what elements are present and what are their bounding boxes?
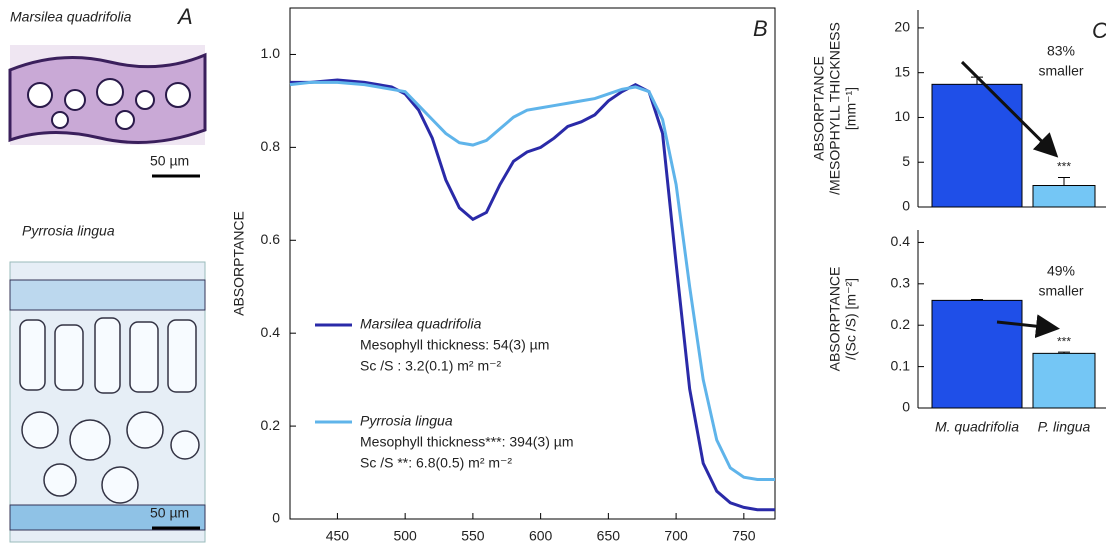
y-tick-label: 5 xyxy=(902,153,910,169)
annotation: *** xyxy=(1057,334,1071,348)
y-tick-label: 0.3 xyxy=(891,275,911,291)
y-axis-label: ABSORPTANCE xyxy=(827,267,843,372)
y-tick-label: 0.4 xyxy=(891,233,911,249)
line xyxy=(290,78,775,512)
y-tick-label: 0 xyxy=(902,198,910,214)
y-tick-label: 20 xyxy=(894,19,910,35)
x-tick-label: 450 xyxy=(326,528,350,544)
scale-label: 50 µm xyxy=(150,153,189,169)
panel-a: Marsilea quadrifolia A 50 µm Pyrrosia li… xyxy=(8,4,207,543)
x-tick-label: 700 xyxy=(664,528,688,544)
annotation: 83% xyxy=(1047,43,1075,59)
y-tick-label: 0.6 xyxy=(261,231,281,247)
error-bar xyxy=(971,299,983,301)
bar xyxy=(1032,185,1096,208)
tissue xyxy=(9,279,206,311)
y-tick-label: 0.4 xyxy=(261,324,281,340)
y-tick-label: 0.8 xyxy=(261,138,281,154)
panel-letter: C xyxy=(1092,18,1106,43)
legend-detail: Mesophyll thickness: 54(3) µm xyxy=(360,337,549,353)
annotation: smaller xyxy=(1038,283,1083,299)
panel-letter: A xyxy=(176,4,193,29)
x-tick-label: P. lingua xyxy=(1038,419,1091,435)
y-tick-label: 0 xyxy=(902,399,910,415)
y-tick-label: 0.1 xyxy=(891,357,911,373)
x-tick-label: 500 xyxy=(393,528,417,544)
scale-label: 50 µm xyxy=(150,505,189,521)
bar xyxy=(931,299,1023,409)
x-tick-label: 600 xyxy=(529,528,553,544)
error-bar xyxy=(1058,351,1070,354)
y-axis-label: /MESOPHYLL THICKNESS xyxy=(827,22,843,195)
tissue xyxy=(9,504,206,531)
y-tick-label: 0 xyxy=(272,510,280,526)
annotation: smaller xyxy=(1038,63,1083,79)
error-bar xyxy=(1058,176,1070,186)
annotation: 49% xyxy=(1047,263,1075,279)
x-tick-label: 750 xyxy=(732,528,756,544)
legend-detail: Sc /S : 3.2(0.1) m² m⁻² xyxy=(360,358,502,374)
x-tick-label: 550 xyxy=(461,528,485,544)
plot-frame xyxy=(289,7,776,520)
arrow xyxy=(996,314,1060,339)
bar xyxy=(1032,352,1096,409)
legend-label: Pyrrosia lingua xyxy=(360,413,453,429)
annotation: *** xyxy=(1057,160,1071,174)
line xyxy=(289,80,775,482)
x-tick-label: 650 xyxy=(597,528,621,544)
y-tick-label: 10 xyxy=(894,108,910,124)
y-tick-label: 0.2 xyxy=(261,417,281,433)
bar xyxy=(931,83,1023,208)
legend-label: Marsilea quadrifolia xyxy=(360,316,482,332)
arrow xyxy=(960,60,1059,158)
y-axis-label: /(Sc /S) [m⁻²] xyxy=(843,278,859,360)
legend-detail: Sc /S **: 6.8(0.5) m² m⁻² xyxy=(360,455,512,471)
x-tick-label: M. quadrifolia xyxy=(935,419,1019,435)
y-axis-label: ABSORPTANCE xyxy=(811,56,827,161)
panel-letter: B xyxy=(753,16,768,41)
y-tick-label: 1.0 xyxy=(261,45,281,61)
y-tick-label: 15 xyxy=(894,63,910,79)
image-label: Pyrrosia lingua xyxy=(22,223,115,239)
y-tick-label: 0.2 xyxy=(891,316,911,332)
image-label: Marsilea quadrifolia xyxy=(10,9,132,25)
legend-detail: Mesophyll thickness***: 394(3) µm xyxy=(360,434,574,450)
y-axis-label: [mm⁻¹] xyxy=(843,87,859,130)
y-axis-label: ABSORPTANCE xyxy=(231,211,247,316)
